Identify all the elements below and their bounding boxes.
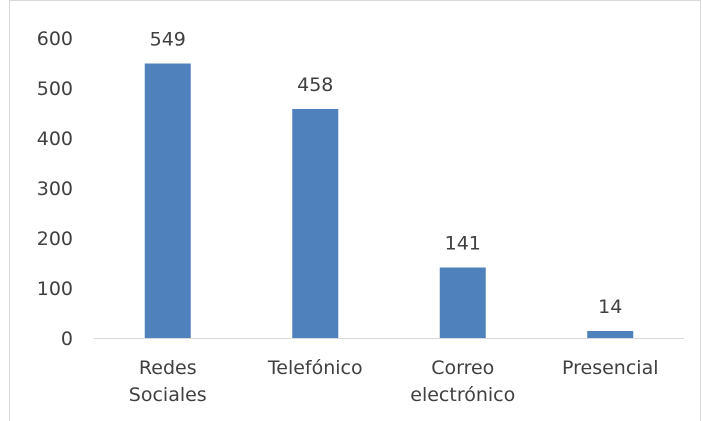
- category-label-line: Telefónico: [267, 357, 363, 379]
- y-tick-label: 0: [61, 328, 73, 350]
- category-label: Correo electrónico: [410, 357, 515, 406]
- y-tick-label: 500: [37, 78, 73, 100]
- bar-value-label: 14: [598, 296, 622, 318]
- category-label: Redes Sociales: [129, 357, 207, 406]
- data-labels-group: 549 458 141 14: [150, 29, 623, 319]
- bar: [439, 267, 486, 338]
- y-tick-label: 300: [37, 178, 73, 200]
- category-label-line: Sociales: [129, 384, 207, 406]
- bar: [292, 109, 339, 338]
- y-tick-label: 200: [37, 228, 73, 250]
- y-axis-tick-labels: 0 100 200 300 400 500 600: [37, 28, 73, 350]
- bar-value-label: 141: [445, 233, 481, 255]
- category-label-line: Redes: [139, 357, 197, 379]
- y-tick-label: 400: [37, 128, 73, 150]
- bar-value-label: 458: [297, 74, 333, 96]
- y-tick-label: 100: [37, 278, 73, 300]
- category-labels-group: Redes Sociales Telefónico Correo electrónico…: [129, 357, 659, 406]
- category-label: Telefónico: [267, 357, 363, 379]
- category-label: Presencial: [562, 357, 658, 379]
- chart-frame: [9, 0, 701, 421]
- bars-group: [144, 63, 634, 338]
- bar-value-label: 549: [150, 29, 186, 51]
- bar: [144, 63, 191, 338]
- category-label-line: Correo: [431, 357, 494, 379]
- category-label-line: electrónico: [410, 384, 515, 406]
- y-tick-label: 600: [37, 28, 73, 50]
- category-label-line: Presencial: [562, 357, 658, 379]
- bar: [587, 331, 634, 338]
